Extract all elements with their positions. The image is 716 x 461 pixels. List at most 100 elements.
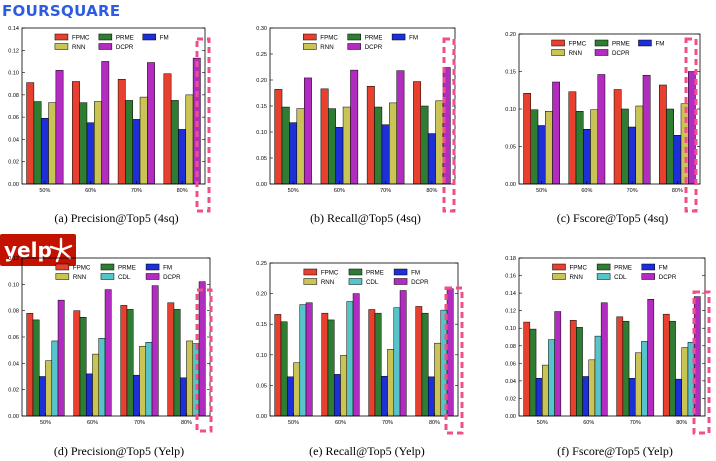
y-tick-label: 0.20 (256, 292, 267, 298)
legend-swatch-rnn (55, 273, 70, 280)
legend-label-cdl: CDL (366, 279, 379, 286)
bar-fm-60pct (582, 376, 589, 417)
legend-swatch-rnn (54, 43, 69, 50)
x-tick-label: 60% (87, 420, 98, 426)
legend-label-fpmc: FPMC (569, 41, 587, 48)
y-tick-label: 0.15 (505, 70, 516, 76)
y-tick-label: 0.20 (505, 32, 516, 38)
bar-prme-80pct (170, 100, 179, 185)
bar-prme-60pct (79, 102, 88, 185)
bar-prme-70pct (622, 320, 630, 417)
bar-fpmc-50pct (26, 313, 34, 417)
bar-fm-70pct (132, 119, 141, 185)
y-tick-label: 0.08 (8, 309, 19, 315)
foursquare-logo: FOURSQUARE (2, 2, 121, 20)
y-tick-label: 0.05 (256, 156, 267, 162)
legend-label-rnn: RNN (569, 50, 582, 57)
bar-prme-70pct (374, 106, 383, 185)
y-tick-label: 0.20 (256, 78, 267, 84)
y-tick-label: 0.00 (505, 414, 516, 420)
legend-swatch-fpmc (303, 268, 318, 276)
x-tick-label: 50% (39, 188, 50, 194)
legend-label-fpmc: FPMC (569, 265, 587, 272)
chart-caption: (a) Precision@Top5 (4sq) (54, 211, 178, 225)
y-tick-label: 0.15 (256, 104, 267, 110)
bar-fpmc-80pct (163, 73, 172, 185)
bar-rnn-50pct (48, 102, 57, 185)
bar-fpmc-50pct (274, 89, 283, 185)
legend-label-rnn: RNN (73, 274, 86, 281)
bar-fpmc-80pct (662, 313, 670, 417)
bar-dcpr-50pct (305, 302, 313, 417)
chart-caption: (f) Fscore@Top5 (Yelp) (557, 444, 673, 458)
bar-fpmc-60pct (73, 310, 81, 417)
y-tick-label: 0.06 (8, 335, 19, 341)
bar-cdl-50pct (548, 339, 555, 417)
bar-fpmc-70pct (616, 316, 624, 417)
bar-fpmc-50pct (523, 93, 532, 185)
bar-rnn-60pct (340, 355, 348, 417)
bar-dcpr-60pct (600, 302, 608, 417)
legend-label-fpmc: FPMC (320, 35, 338, 42)
bar-dcpr-60pct (101, 61, 110, 185)
bar-fm-60pct (583, 129, 591, 185)
bar-dcpr-70pct (399, 290, 407, 417)
legend-label-rnn: RNN (320, 44, 333, 51)
bar-fpmc-60pct (72, 81, 80, 185)
bar-rnn-60pct (94, 101, 102, 185)
bar-dcpr-70pct (642, 75, 651, 185)
legend-swatch-cdl (596, 273, 611, 280)
legend-swatch-cdl (348, 278, 363, 285)
bar-dcpr-50pct (57, 299, 65, 417)
y-tick-label: 0.10 (8, 282, 19, 288)
bar-dcpr-60pct (104, 289, 112, 417)
y-tick-label: 0.04 (505, 379, 516, 385)
legend-label-fm: FM (160, 35, 169, 42)
bar-rnn-80pct (681, 347, 689, 417)
bar-rnn-60pct (92, 353, 100, 417)
bar-cdl-60pct (346, 301, 354, 417)
bar-cdl-70pct (145, 342, 153, 417)
bar-fpmc-80pct (415, 306, 423, 417)
legend-label-dcpr: DCPR (116, 44, 134, 51)
legend-swatch-prme (98, 33, 113, 41)
bar-prme-70pct (374, 312, 382, 417)
legend-swatch-dcpr (594, 49, 609, 56)
chart-5: 0.00 0.05 0.10 0.15 0.20 0.25 50% 60% 70% 80% FPMC… (256, 261, 464, 458)
legend-swatch-prme (596, 263, 611, 271)
bar-fpmc-50pct (523, 321, 531, 417)
bar-fm-60pct (335, 127, 344, 185)
x-tick-label: 50% (536, 188, 547, 194)
bar-fpmc-60pct (320, 88, 329, 185)
legend-swatch-dcpr (145, 273, 160, 280)
bar-fm-80pct (427, 376, 435, 417)
y-tick-label: 0.00 (8, 182, 19, 188)
legend-swatch-dcpr (641, 273, 656, 280)
bar-fm-80pct (673, 135, 682, 185)
highlight-box (195, 37, 211, 213)
bar-fm-50pct (286, 376, 294, 417)
y-tick-label: 0.00 (505, 182, 516, 188)
bar-dcpr-80pct (687, 71, 696, 185)
bar-fm-80pct (178, 129, 187, 185)
bar-dcpr-70pct (647, 299, 655, 417)
legend-label-prme: PRME (366, 270, 384, 277)
x-tick-label: 70% (131, 188, 142, 194)
legend-swatch-fm (145, 263, 160, 271)
bar-prme-80pct (421, 312, 429, 417)
bar-prme-70pct (621, 108, 629, 185)
chart-caption: (e) Recall@Top5 (Yelp) (309, 444, 425, 458)
legend-swatch-dcpr (393, 278, 408, 285)
x-tick-label: 80% (676, 420, 687, 426)
y-tick-label: 0.06 (8, 115, 19, 121)
bar-prme-60pct (327, 319, 335, 417)
y-tick-label: 0.06 (505, 361, 516, 367)
bar-prme-80pct (173, 309, 181, 417)
y-tick-label: 0.14 (505, 291, 516, 297)
legend-label-dcpr: DCPR (659, 274, 677, 281)
legend-label-fm: FM (659, 265, 668, 272)
x-tick-label: 80% (426, 188, 437, 194)
legend-swatch-fm (393, 268, 408, 276)
x-tick-label: 60% (335, 420, 346, 426)
